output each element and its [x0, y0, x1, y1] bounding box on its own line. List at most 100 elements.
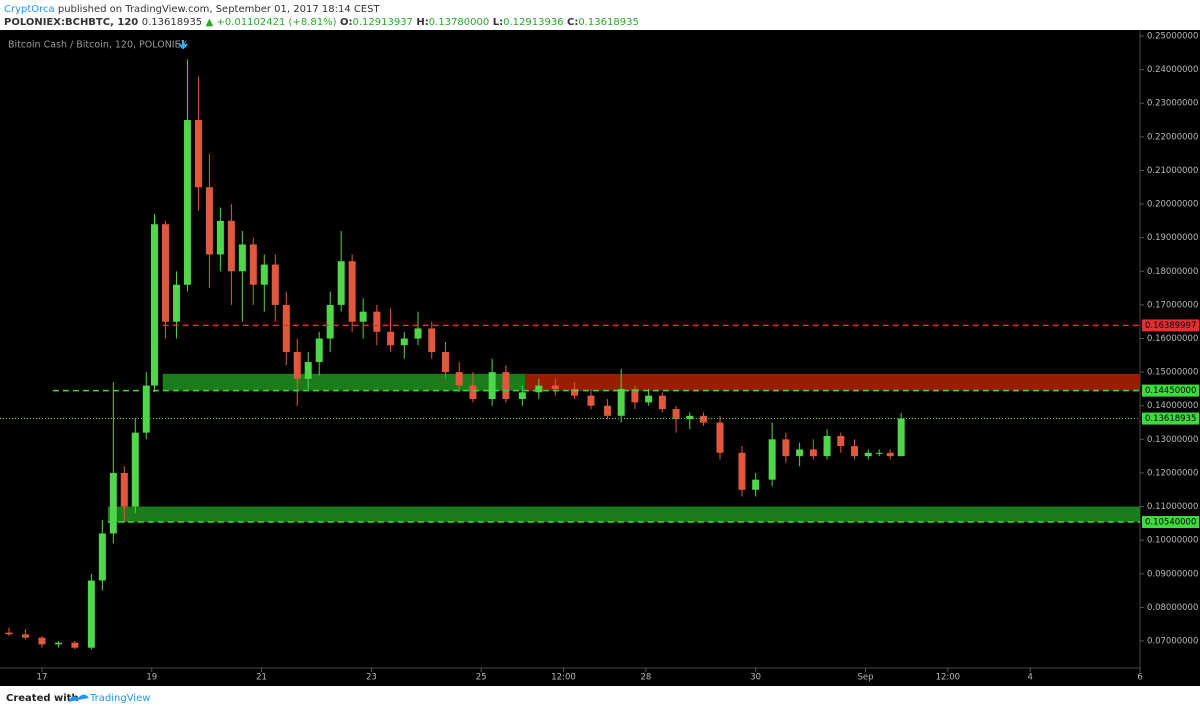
candle-body — [645, 395, 653, 403]
x-tick-label: 28 — [640, 673, 651, 683]
ohlc-label: H: — [416, 17, 428, 28]
y-tick-label: 0.12000000 — [1147, 468, 1198, 478]
author[interactable]: CryptOrca — [4, 4, 55, 15]
level-label: 0.14450000 — [1145, 386, 1196, 396]
candle-body — [686, 415, 694, 420]
arrow-icon — [178, 40, 188, 50]
y-tick-label: 0.14000000 — [1147, 401, 1198, 411]
level-label-box — [1142, 319, 1199, 332]
candle-body — [837, 435, 845, 447]
last-price: 0.13618935 — [142, 17, 202, 28]
candle-body — [571, 388, 579, 396]
candle-body — [488, 372, 496, 400]
level-label-box — [1142, 516, 1199, 529]
candle-body — [194, 120, 202, 188]
candle-body — [782, 439, 790, 457]
candle-body — [875, 452, 883, 454]
x-tick-label: 12:00 — [936, 673, 961, 683]
y-tick-label: 0.10000000 — [1147, 536, 1198, 546]
y-tick-label: 0.15000000 — [1147, 368, 1198, 378]
candle-body — [249, 244, 257, 285]
y-tick-label: 0.07000000 — [1147, 637, 1198, 647]
candle-body — [603, 405, 611, 416]
candle-body — [469, 385, 477, 400]
candle-body — [71, 642, 79, 648]
candle-body — [98, 533, 106, 581]
candle-body — [796, 449, 804, 457]
y-tick-label: 0.20000000 — [1147, 200, 1198, 210]
published: published on TradingView.com, September … — [58, 4, 381, 15]
candle-body — [282, 304, 290, 352]
candle-body — [864, 452, 872, 457]
candle-body — [897, 418, 905, 457]
chart-background — [0, 30, 1200, 686]
candle-body — [359, 311, 367, 322]
candle-body — [400, 338, 408, 346]
ohlc-value: 0.12913936 — [503, 17, 563, 28]
footer-brand[interactable]: TradingView — [89, 693, 150, 704]
header-bar — [0, 0, 1200, 30]
footer-created: Created with — [6, 693, 79, 704]
candle-body — [216, 220, 224, 255]
level-label-box — [1142, 384, 1199, 397]
candle-body — [109, 472, 117, 534]
y-tick-label: 0.18000000 — [1147, 267, 1198, 277]
candle-body — [631, 388, 639, 403]
level-label-box — [1142, 412, 1199, 425]
candle-body — [428, 328, 436, 352]
candle-body — [315, 338, 323, 363]
y-tick-label: 0.25000000 — [1147, 32, 1198, 42]
ohlc-value: 0.12913937 — [352, 17, 412, 28]
candle-body — [768, 439, 776, 480]
candle-body — [441, 351, 449, 373]
candle-body — [38, 637, 46, 645]
candle-body — [617, 388, 625, 416]
level-label: 0.16389997 — [1145, 321, 1196, 331]
ohlc-value: 0.13780000 — [429, 17, 489, 28]
footer-bar — [0, 686, 1200, 711]
x-tick-label: 12:00 — [551, 673, 576, 683]
candle-body — [227, 220, 235, 272]
x-tick-label: 17 — [37, 673, 48, 683]
candle-body — [271, 264, 279, 305]
candle-body — [161, 224, 169, 322]
candle-body — [502, 372, 510, 400]
candle-body — [752, 479, 760, 490]
ohlc-label: O: — [340, 17, 353, 28]
x-tick-label: 19 — [146, 673, 157, 683]
candle-body — [150, 224, 158, 386]
zone — [107, 506, 1140, 523]
ohlc-value: 0.13618935 — [578, 17, 638, 28]
candle-body — [387, 331, 395, 346]
level-label: 0.10540000 — [1145, 518, 1196, 528]
chart-title: Bitcoin Cash / Bitcoin, 120, POLONIEX — [8, 40, 188, 51]
candle-body — [326, 304, 334, 339]
candle-body — [535, 385, 543, 393]
x-tick-label: 6 — [1137, 673, 1142, 683]
candle-body — [587, 395, 595, 406]
y-tick-label: 0.23000000 — [1147, 99, 1198, 109]
candle-body — [172, 284, 180, 322]
ohlc-label: L: — [493, 17, 503, 28]
candle-body — [337, 261, 345, 305]
x-tick-label: 21 — [256, 673, 267, 683]
candle-body — [455, 372, 463, 386]
candle-body — [886, 452, 894, 457]
candle-body — [304, 362, 312, 379]
candle-body — [700, 415, 708, 423]
logo-icon — [68, 694, 89, 702]
change: ▲ +0.01102421 (+8.81%) — [206, 17, 337, 28]
candle-body — [823, 435, 831, 457]
candle-body — [738, 452, 746, 490]
ohlc-label: C: — [567, 17, 578, 28]
candle-body — [238, 244, 246, 272]
candle-body — [672, 409, 680, 420]
y-tick-label: 0.24000000 — [1147, 65, 1198, 75]
x-tick-label: 25 — [476, 673, 487, 683]
quote-line: POLONIEX:BCHBTC, 120 0.13618935 ▲ +0.011… — [4, 17, 639, 28]
candle-body — [205, 187, 213, 255]
y-tick-label: 0.22000000 — [1147, 132, 1198, 142]
candle-body — [260, 264, 268, 285]
candle-body — [5, 632, 13, 635]
